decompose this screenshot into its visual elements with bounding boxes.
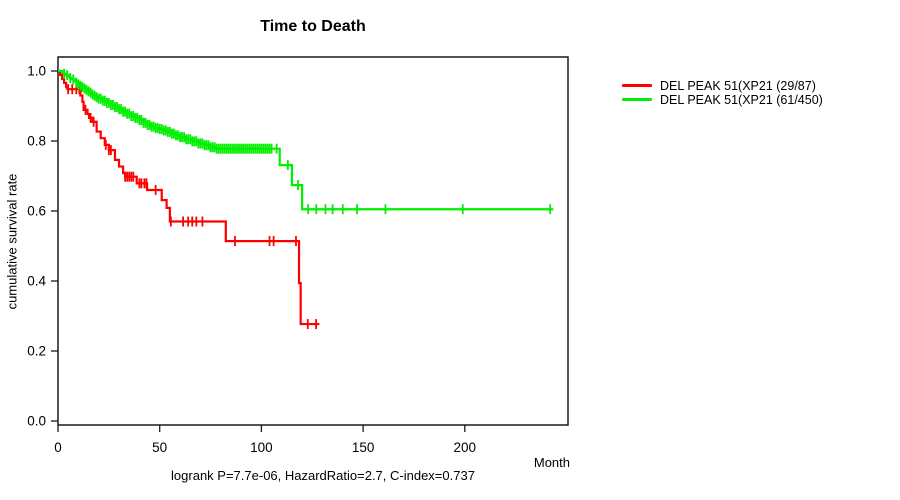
y-axis: 0.0 0.2 0.4 0.6 0.8 1.0 — [27, 64, 58, 429]
chart-title: Time to Death — [260, 18, 366, 35]
censor-marks-group-2 — [63, 68, 552, 215]
censor-marks-group-1 — [67, 84, 318, 330]
x-axis: 0 50 100 150 200 — [54, 425, 476, 455]
survival-curve-group-2 — [58, 68, 554, 215]
x-tick-label: 50 — [152, 440, 167, 455]
legend: DEL PEAK 51(XP21 (29/87) DEL PEAK 51(XP2… — [622, 78, 823, 107]
legend-label-group-2: DEL PEAK 51(XP21 (61/450) — [660, 92, 823, 107]
km-step-line-group-2 — [58, 69, 554, 211]
legend-item-group-2: DEL PEAK 51(XP21 (61/450) — [622, 92, 823, 107]
y-tick-label: 0.6 — [27, 204, 46, 219]
y-tick-label: 0.0 — [27, 414, 46, 429]
legend-item-group-1: DEL PEAK 51(XP21 (29/87) — [622, 78, 823, 93]
x-axis-label: Month — [533, 455, 570, 470]
legend-label-group-1: DEL PEAK 51(XP21 (29/87) — [660, 78, 816, 93]
y-tick-label: 1.0 — [27, 64, 46, 79]
y-tick-label: 0.8 — [27, 134, 46, 149]
y-tick-label: 0.2 — [27, 344, 46, 359]
legend-line-green — [622, 98, 652, 101]
x-tick-label: 100 — [250, 440, 273, 455]
stats-annotation: logrank P=7.7e-06, HazardRatio=2.7, C-in… — [171, 468, 475, 483]
x-tick-label: 0 — [54, 440, 62, 455]
legend-line-red — [622, 84, 652, 87]
survival-curve-group-1 — [58, 69, 320, 330]
y-tick-label: 0.4 — [27, 274, 46, 289]
plot-border — [57, 56, 569, 426]
x-tick-label: 150 — [352, 440, 375, 455]
y-axis-label: cumulative survival rate — [4, 173, 20, 310]
x-tick-label: 200 — [454, 440, 477, 455]
km-step-line-group-1 — [58, 69, 320, 326]
